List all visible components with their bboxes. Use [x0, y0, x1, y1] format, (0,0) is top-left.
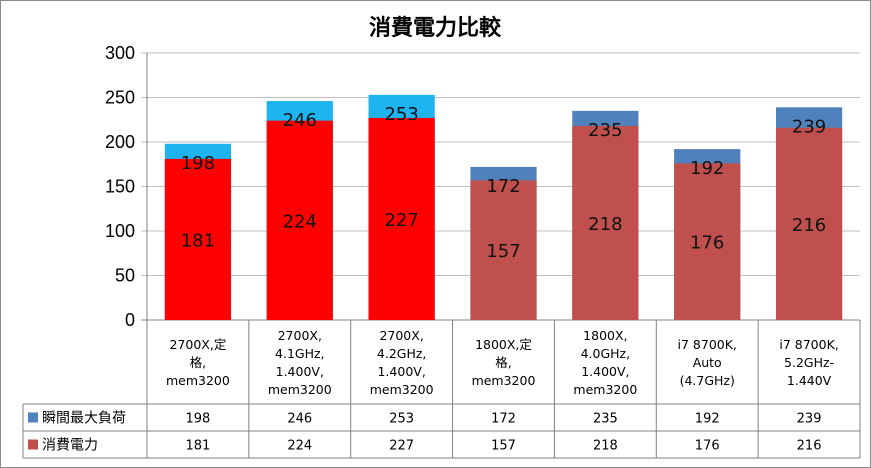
data-label-peak: 172 — [486, 176, 520, 197]
data-label-peak: 235 — [588, 120, 622, 141]
data-label-peak: 198 — [181, 153, 215, 174]
y-tick-label: 100 — [105, 221, 135, 241]
data-label-power: 216 — [792, 215, 826, 236]
data-label-power: 181 — [181, 230, 215, 251]
data-label-peak: 253 — [384, 104, 418, 125]
table-cell-power: 181 — [186, 439, 211, 454]
y-tick-label: 300 — [105, 43, 135, 63]
table-cell-power: 216 — [797, 439, 822, 454]
table-cell-peak: 253 — [389, 412, 414, 427]
category-label: 2700X,定格, mem3200 — [166, 337, 230, 388]
table-cell-peak: 192 — [695, 412, 720, 427]
table-cell-peak: 239 — [797, 412, 822, 427]
bar-power — [775, 127, 843, 320]
y-tick-label: 200 — [105, 132, 135, 152]
y-tick-label: 50 — [115, 266, 135, 286]
data-label-power: 227 — [384, 210, 418, 231]
category-label: i7 8700K, Auto (4.7GHz) — [678, 337, 737, 388]
table-cell-peak: 172 — [491, 412, 516, 427]
data-label-peak: 239 — [792, 116, 826, 137]
legend-key-power — [28, 439, 38, 450]
bar-power — [164, 158, 232, 320]
data-label-peak: 246 — [283, 110, 317, 131]
table-cell-power: 224 — [287, 439, 312, 454]
category-label: 2700X, 4.1GHz, 1.400V, mem3200 — [268, 328, 332, 397]
data-label-power: 224 — [283, 211, 317, 232]
chart-title: 消費電力比較 — [369, 15, 502, 41]
category-label: 2700X, 4.2GHz, 1.400V, mem3200 — [370, 328, 434, 397]
y-axis: 0 50 100 150 200 250 300 — [105, 43, 148, 458]
y-tick-label: 250 — [105, 88, 135, 108]
legend-label-power: 消費電力 — [42, 438, 98, 454]
data-table: 2700X,定格, mem3200 2700X, 4.1GHz, 1.400V, mem3… — [22, 320, 861, 459]
table-cell-power: 227 — [389, 439, 414, 454]
table-cell-power: 157 — [491, 439, 516, 454]
category-label: 1800X,定格, mem3200 — [472, 337, 536, 388]
data-label-power: 218 — [588, 214, 622, 235]
bar-power — [572, 125, 639, 320]
y-tick-label: 0 — [125, 310, 135, 330]
table-cell-peak: 235 — [593, 412, 618, 427]
data-label-peak: 192 — [690, 158, 724, 179]
bar-power — [266, 120, 333, 320]
category-label: i7 8700K, 5.2GHz-1.440V — [779, 337, 838, 388]
table-cell-peak: 246 — [287, 412, 312, 427]
y-tick-label: 150 — [105, 177, 135, 197]
data-label-power: 157 — [486, 241, 520, 262]
data-labels: 198 181 246 224 253 227 172 157 235 218 192 176 239 2… — [181, 104, 827, 262]
legend-label-peak: 瞬間最大負荷 — [42, 411, 126, 427]
table-cell-peak: 198 — [186, 412, 211, 427]
data-label-power: 176 — [690, 233, 724, 254]
bar-power — [674, 163, 741, 320]
bars-power-series — [164, 117, 843, 320]
legend-key-peak — [28, 412, 38, 423]
table-cell-power: 218 — [593, 439, 618, 454]
bar-power — [368, 117, 435, 320]
bar-power — [470, 180, 537, 320]
category-label: 1800X, 4.0GHz, 1.400V, mem3200 — [573, 328, 637, 397]
table-cell-power: 176 — [695, 439, 720, 454]
